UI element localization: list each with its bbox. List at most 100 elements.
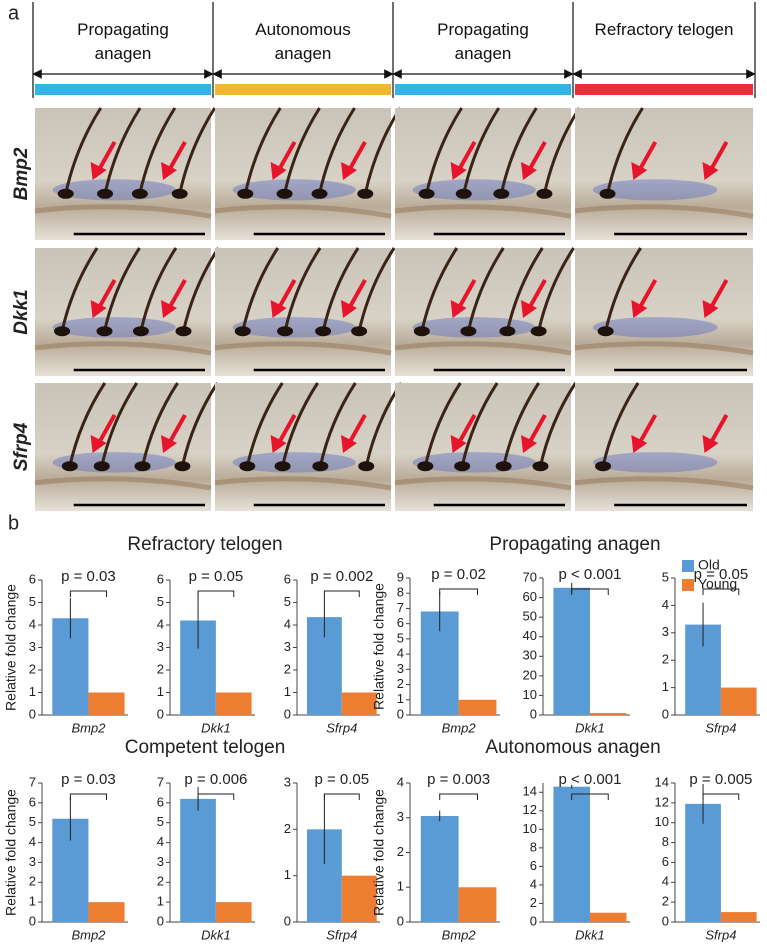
y-tick-label: 5 [29,594,36,609]
hair-bulb [455,188,472,199]
hair [542,107,581,195]
hair-bulb [175,326,192,337]
red-arrow-head [521,435,537,453]
red-arrow-head [161,300,177,318]
y-tick-label: 1 [157,894,164,909]
hair [539,382,577,467]
hair [604,247,642,332]
hair [103,247,141,332]
hair [281,382,319,467]
red-arrow-head [90,162,107,180]
y-tick-label: 70 [523,569,537,584]
red-arrow-head [450,300,467,318]
hair [601,382,640,467]
micrograph [574,247,754,376]
x-tick-label: Bmp2 [71,927,106,942]
tissue [395,383,571,511]
bar [341,875,377,922]
y-tick-label: 4 [662,597,669,612]
tissue [215,108,391,240]
red-arrow-head [450,435,467,453]
hair-bulb [358,461,375,472]
y-tick-label: 0 [662,913,669,928]
y-tick-label: 8 [397,585,404,600]
hair-bulb [311,188,328,199]
y-tick-label: 5 [397,630,404,645]
tissue-layer [394,341,572,356]
y-tick-label: 2 [284,821,291,836]
stage-label: Propagating anagen [77,20,169,63]
tissue [215,383,391,511]
hair-bulb [418,188,435,199]
hair-bulb [493,188,510,199]
stain [592,179,718,201]
gene-label: Sfrp4 [11,422,32,471]
x-tick-label: Sfrp4 [326,720,357,735]
y-tick-label: 6 [157,571,164,586]
hair-bulb [357,188,374,199]
hair-bulb [97,188,114,199]
hair [318,107,356,195]
group-title: Competent telogen [125,737,286,758]
p-value: p = 0.05 [314,771,369,788]
y-axis-title: Relative fold change [3,789,19,916]
red-arrow-head [521,162,537,180]
y-axis-title: Relative fold change [3,584,19,711]
bar [341,692,377,715]
x-tick-label: Sfrp4 [705,720,736,735]
significance-bracket [439,588,478,595]
hair-bulb [276,188,293,199]
hair-bulb [530,326,547,337]
y-axis-title: Relative fold change [371,789,387,916]
hair-bulb [595,461,612,472]
y-tick-label: 8 [530,839,537,854]
p-value: p = 0.03 [61,771,116,788]
significance-bracket [323,793,360,800]
hair-bulb [237,188,254,199]
stage-bar [395,84,571,95]
y-tick-label: 4 [157,834,164,849]
hair-bulb [174,461,191,472]
hair [180,382,219,467]
y-tick-label: 4 [157,616,164,631]
y-tick-label: 7 [397,600,404,615]
y-tick-label: 3 [662,624,669,639]
significance-bracket [323,590,360,597]
y-tick-label: 1 [29,684,36,699]
bar [420,816,459,922]
hair-bulb [454,461,471,472]
x-tick-label: Bmp2 [71,720,106,735]
bar [88,902,125,922]
red-arrow-head [270,300,287,318]
y-tick-label: 2 [29,661,36,676]
hair [138,107,177,195]
hair-bulb [351,326,368,337]
y-tick-label: 10 [655,814,669,829]
y-tick-label: 1 [284,867,291,882]
hair [64,107,102,195]
p-value: p < 0.001 [558,771,621,788]
hair-bulb [61,461,78,472]
y-tick-label: 3 [29,854,36,869]
significance-bracket [69,590,107,597]
stain [592,317,718,338]
red-arrow-head [341,300,357,318]
y-tick-label: 6 [284,571,291,586]
tissue-layer [214,341,392,356]
bar [88,692,125,715]
y-tick-label: 0 [397,706,404,721]
bar [215,902,252,922]
y-tick-label: 40 [523,628,537,643]
legend-swatch [682,560,694,572]
group-title: Propagating anagen [489,534,660,555]
hair [537,247,575,332]
stage-bar [575,84,753,95]
hair-bulb [57,188,74,199]
y-tick-label: 5 [662,569,669,584]
x-tick-label: Sfrp4 [326,927,357,942]
y-tick-label: 0 [157,913,164,928]
hair [103,107,142,195]
hair [283,247,322,332]
hair [420,247,459,332]
